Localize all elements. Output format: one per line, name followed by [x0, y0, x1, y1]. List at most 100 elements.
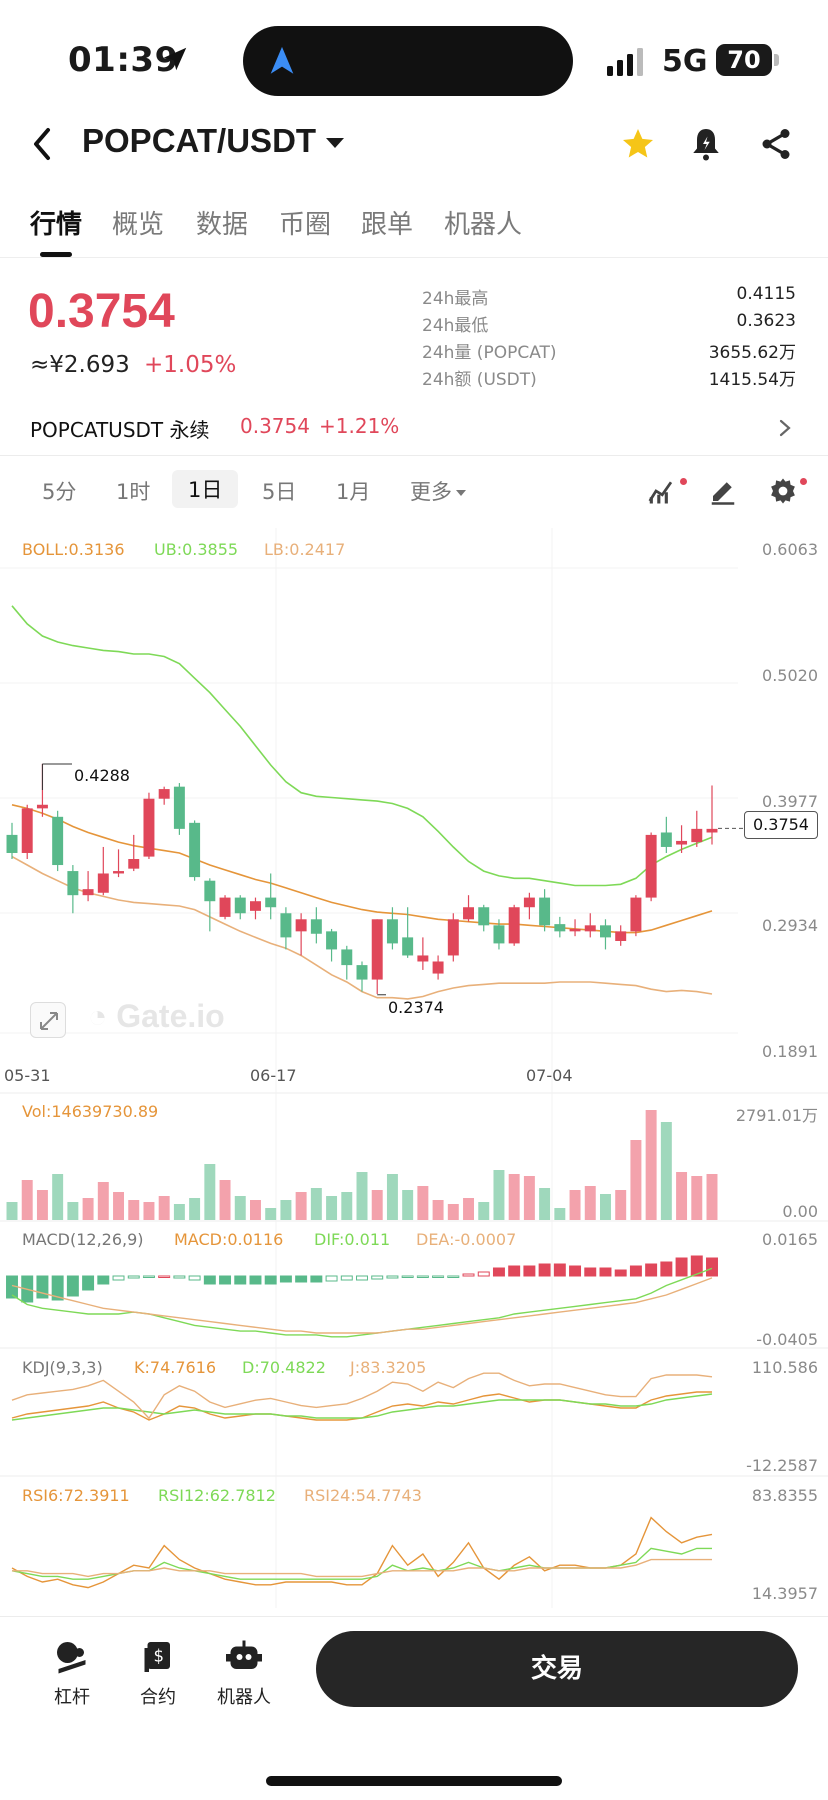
settings-gear-icon[interactable]	[768, 476, 798, 506]
y-tick-0: 0.6063	[762, 540, 818, 559]
volume-bar	[234, 1196, 246, 1220]
kdj-j-line	[11, 1372, 713, 1420]
candle-body	[706, 828, 718, 833]
tab-copy-trading[interactable]: 跟单	[361, 210, 414, 240]
macd-bar	[386, 1275, 399, 1279]
header: POPCAT/USDT	[0, 112, 828, 176]
candle-body	[463, 907, 474, 920]
stat-label-high: 24h最高	[422, 289, 489, 309]
macd-bar	[675, 1257, 688, 1277]
rsi12-line	[11, 1547, 712, 1580]
share-icon[interactable]	[758, 126, 794, 162]
boll-ub-line	[11, 605, 713, 887]
candle-body	[356, 965, 368, 980]
macd-dea: DEA:-0.0007	[416, 1230, 517, 1249]
candle-body	[584, 925, 596, 932]
macd-bar	[660, 1261, 673, 1277]
low-annotation: 0.2374	[388, 998, 444, 1017]
candle-body	[265, 897, 277, 908]
macd-min-label: -0.0405	[756, 1330, 818, 1349]
stat-label-turnover: 24h额 (USDT)	[422, 370, 537, 390]
current-price-tag: 0.3754	[744, 811, 818, 839]
tab-overview[interactable]: 概览	[112, 210, 165, 240]
trade-button[interactable]: 交易	[316, 1631, 798, 1707]
back-icon[interactable]	[28, 126, 58, 162]
price-change-pct: +1.05%	[144, 352, 237, 378]
price-alert-bell-icon[interactable]	[688, 126, 724, 162]
candle-body	[569, 928, 581, 932]
kdj-min-label: -12.2587	[746, 1456, 818, 1475]
pair-title[interactable]: POPCAT/USDT	[82, 122, 317, 159]
candle-body	[660, 832, 672, 847]
margin-button[interactable]: 杠杆	[32, 1639, 112, 1709]
candle-body	[189, 822, 201, 878]
robot-icon	[226, 1640, 262, 1669]
macd-bar	[629, 1265, 642, 1277]
candle-body	[508, 907, 520, 944]
macd-bar	[492, 1267, 505, 1277]
volume-bar	[219, 1180, 231, 1220]
volume-bar	[478, 1202, 490, 1220]
interval-5m[interactable]: 5分	[42, 480, 77, 504]
candle-body	[6, 834, 18, 853]
candle-body	[478, 907, 490, 926]
candle-body	[113, 871, 124, 874]
draw-tool-icon[interactable]	[708, 476, 738, 506]
kline-chart[interactable]: BOLL:0.3136 UB:0.3855 LB:0.2417 0.6063 0…	[0, 528, 828, 1608]
vol-min-label: 0.00	[782, 1202, 818, 1221]
volume-bar	[508, 1174, 520, 1220]
kdj-max-label: 110.586	[751, 1358, 818, 1377]
interval-5d[interactable]: 5日	[262, 480, 297, 504]
candle-body	[539, 897, 551, 926]
interval-1d[interactable]: 1日	[172, 470, 239, 508]
kdj-j: J:83.3205	[350, 1358, 427, 1377]
expand-chart-icon[interactable]	[30, 1002, 66, 1038]
macd-bar	[462, 1273, 475, 1277]
macd-bar	[371, 1275, 384, 1280]
volume-bar	[645, 1110, 657, 1220]
volume-bar	[82, 1198, 94, 1220]
macd-dif-line	[11, 1267, 713, 1338]
volume-bar	[386, 1174, 398, 1220]
macd-bar	[295, 1275, 308, 1283]
candle-body	[173, 786, 185, 829]
tab-bots[interactable]: 机器人	[444, 210, 523, 240]
volume-bar	[676, 1172, 688, 1220]
interval-1h[interactable]: 1时	[116, 480, 151, 504]
interval-more[interactable]: 更多	[410, 476, 466, 506]
perpetual-link-row[interactable]: POPCATUSDT 永续 0.3754 +1.21%	[0, 406, 828, 450]
x-tick-1: 06-17	[250, 1066, 297, 1085]
settings-badge	[800, 478, 807, 485]
divider	[0, 455, 828, 456]
interval-1mo[interactable]: 1月	[336, 480, 371, 504]
pair-dropdown-caret-icon[interactable]	[326, 138, 344, 148]
volume-bar	[463, 1198, 474, 1220]
tab-market[interactable]: 行情	[30, 210, 83, 240]
volume-bar	[189, 1198, 201, 1220]
volume-bar	[432, 1200, 444, 1220]
macd-bar	[477, 1271, 490, 1277]
macd-value: MACD:0.0116	[174, 1230, 284, 1249]
home-indicator	[266, 1776, 562, 1786]
volume-bar	[204, 1164, 216, 1220]
tab-data[interactable]: 数据	[196, 210, 249, 240]
watermark-logo: ◔ Gate.io	[88, 998, 225, 1034]
tab-community[interactable]: 币圈	[279, 210, 332, 240]
volume-bar	[356, 1172, 368, 1220]
macd-bar	[584, 1267, 597, 1277]
macd-bar	[203, 1275, 216, 1285]
star-icon[interactable]	[620, 126, 656, 162]
bots-button[interactable]: 机器人	[204, 1639, 284, 1709]
candle-body	[523, 897, 535, 908]
macd-dif: DIF:0.011	[314, 1230, 391, 1249]
candle-body	[326, 931, 338, 950]
macd-bar	[340, 1275, 353, 1281]
volume-bar	[630, 1140, 642, 1220]
indicator-icon[interactable]	[646, 476, 676, 506]
volume-bar	[569, 1190, 581, 1220]
vol-label: Vol:14639730.89	[22, 1102, 159, 1121]
futures-button[interactable]: $ 合约	[118, 1639, 198, 1709]
macd-bar	[690, 1255, 703, 1277]
candle-body	[402, 937, 414, 956]
macd-bar	[538, 1263, 551, 1277]
